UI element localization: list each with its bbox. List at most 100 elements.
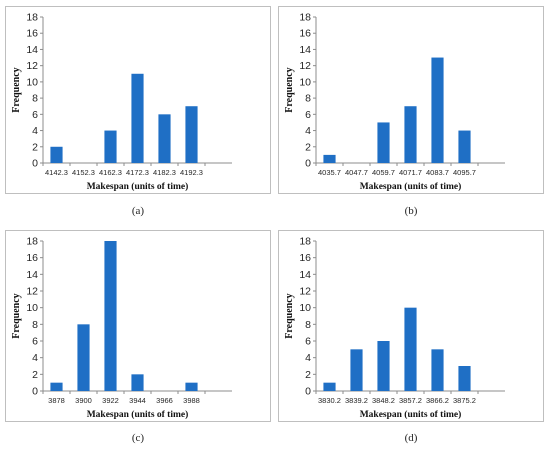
x-tick-label: 4172.3 [126, 168, 149, 177]
y-tick-label: 8 [305, 93, 311, 105]
y-tick-label: 10 [299, 76, 311, 88]
x-tick-label: 3839.2 [345, 396, 368, 405]
y-tick-label: 6 [305, 336, 311, 348]
x-tick-label: 3830.2 [318, 396, 341, 405]
chart-panel-d: 0 2 4 6 8 10 12 14 16 18 3830.2 3839.2 3848.2 3857.2 3… [278, 230, 544, 422]
bar-4071.7 [404, 106, 417, 163]
y-tick-label: 4 [32, 125, 38, 137]
y-tick-label: 14 [26, 44, 38, 56]
y-tick-label: 14 [299, 44, 311, 56]
x-tick-label: 3922 [102, 396, 119, 405]
y-tick-label: 8 [32, 93, 38, 105]
bar-4162.3 [104, 130, 117, 163]
caption-a: (a) [131, 205, 145, 217]
y-axis-title: Frequency [11, 67, 22, 112]
x-axis-title: Makespan (units of time) [87, 409, 189, 420]
bar-4192.3 [185, 106, 198, 163]
y-tick-label: 14 [26, 269, 38, 281]
x-axis-title: Makespan (units of time) [360, 409, 462, 420]
bar-4182.3 [158, 114, 171, 163]
bar-3878 [50, 382, 63, 391]
y-tick-label: 0 [305, 386, 311, 398]
y-tick-label: 8 [32, 319, 38, 331]
caption-d: (d) [404, 432, 418, 444]
x-tick-label: 3848.2 [372, 396, 395, 405]
chart-svg-b: 0 2 4 6 8 10 12 14 16 18 4035.7 4047.7 4059.7 4071.7 4… [284, 12, 505, 192]
chart-svg-c: 0 2 4 6 8 10 12 14 16 18 3878 3900 3922 3944 3966 3988 M… [11, 236, 232, 420]
x-tick-label: 4071.7 [399, 168, 422, 177]
bar-4059.7 [377, 122, 390, 163]
y-tick-label: 8 [305, 319, 311, 331]
chart-panel-b: 0 2 4 6 8 10 12 14 16 18 4035.7 4047.7 4059.7 4071.7 4… [278, 6, 544, 194]
y-tick-label: 0 [32, 158, 38, 170]
y-tick-label: 14 [299, 269, 311, 281]
x-tick-label: 4162.3 [99, 168, 122, 177]
bar-3839.2 [350, 349, 363, 391]
y-axis-title: Frequency [11, 293, 22, 338]
x-tick-label: 4059.7 [372, 168, 395, 177]
y-tick-label: 4 [305, 352, 311, 364]
x-tick-label: 4047.7 [345, 168, 368, 177]
y-tick-label: 18 [26, 12, 38, 24]
x-tick-label: 4152.3 [72, 168, 95, 177]
x-tick-label: 4192.3 [180, 168, 203, 177]
chart-svg-a: 0 2 4 6 8 10 12 14 16 18 4142.3 4152.3 4162.3 4172.3 4… [11, 12, 232, 192]
y-tick-label: 6 [305, 109, 311, 121]
y-axis-title: Frequency [284, 293, 295, 338]
x-axis-title: Makespan (units of time) [360, 181, 462, 192]
y-tick-label: 10 [299, 302, 311, 314]
bar-3988 [185, 382, 198, 391]
caption-b: (b) [404, 205, 418, 217]
x-tick-label: 3878 [48, 396, 65, 405]
bar-4035.7 [323, 154, 336, 163]
y-tick-label: 4 [32, 352, 38, 364]
y-tick-label: 18 [26, 236, 38, 248]
y-tick-label: 6 [32, 336, 38, 348]
caption-c: (c) [131, 432, 145, 444]
y-tick-label: 18 [299, 236, 311, 248]
y-tick-label: 12 [299, 60, 311, 72]
y-tick-label: 16 [26, 252, 38, 264]
y-tick-label: 2 [305, 369, 311, 381]
y-tick-label: 16 [26, 28, 38, 40]
y-tick-label: 2 [32, 141, 38, 153]
x-tick-label: 4083.7 [426, 168, 449, 177]
bar-3900 [77, 324, 90, 391]
x-tick-label: 4035.7 [318, 168, 341, 177]
bar-3944 [131, 374, 144, 391]
x-tick-label: 3866.2 [426, 396, 449, 405]
y-tick-label: 0 [32, 386, 38, 398]
x-tick-label: 3988 [183, 396, 200, 405]
y-tick-label: 16 [299, 252, 311, 264]
bar-4142.3 [50, 146, 63, 163]
y-tick-label: 6 [32, 109, 38, 121]
bar-4172.3 [131, 73, 144, 163]
bar-4095.7 [458, 130, 471, 163]
y-axis-title: Frequency [284, 67, 295, 112]
x-tick-label: 3857.2 [399, 396, 422, 405]
chart-panel-c: 0 2 4 6 8 10 12 14 16 18 3878 3900 3922 3944 3966 3988 M… [5, 230, 271, 422]
y-tick-label: 12 [26, 286, 38, 298]
x-tick-label: 3966 [156, 396, 173, 405]
x-tick-label: 4142.3 [45, 168, 68, 177]
y-tick-label: 18 [299, 12, 311, 24]
x-axis-title: Makespan (units of time) [87, 181, 189, 192]
y-tick-label: 10 [26, 76, 38, 88]
x-tick-label: 4182.3 [153, 168, 176, 177]
y-tick-label: 10 [26, 302, 38, 314]
bar-4083.7 [431, 57, 444, 163]
bar-3875.2 [458, 366, 471, 391]
bar-3922 [104, 241, 117, 391]
chart-svg-d: 0 2 4 6 8 10 12 14 16 18 3830.2 3839.2 3848.2 3857.2 3… [284, 236, 505, 420]
y-tick-label: 2 [32, 369, 38, 381]
x-tick-label: 3944 [129, 396, 146, 405]
bar-3848.2 [377, 341, 390, 391]
x-tick-label: 4095.7 [453, 168, 476, 177]
x-tick-label: 3875.2 [453, 396, 476, 405]
y-tick-label: 12 [299, 286, 311, 298]
bar-3830.2 [323, 382, 336, 391]
chart-panel-a: 0 2 4 6 8 10 12 14 16 18 4142.3 4152.3 4162.3 4172.3 4… [5, 6, 271, 194]
x-tick-label: 3900 [75, 396, 92, 405]
bar-3866.2 [431, 349, 444, 391]
y-tick-label: 12 [26, 60, 38, 72]
